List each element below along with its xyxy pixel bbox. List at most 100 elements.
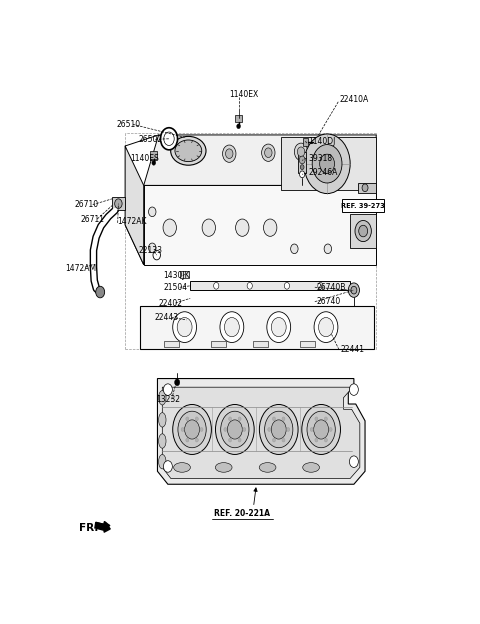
Circle shape [148,243,156,253]
Circle shape [262,144,275,162]
Bar [235,115,242,122]
Circle shape [247,283,252,289]
Text: 26510: 26510 [117,120,141,129]
Circle shape [282,417,285,421]
Text: 1430JK: 1430JK [163,271,190,280]
Circle shape [351,286,357,294]
Circle shape [349,384,359,396]
Polygon shape [144,185,376,265]
Circle shape [299,156,305,163]
Circle shape [173,404,211,454]
Ellipse shape [303,462,320,472]
Circle shape [164,132,174,145]
Circle shape [224,427,227,431]
Text: 26710: 26710 [74,200,98,209]
Circle shape [312,145,342,183]
Circle shape [236,219,249,236]
Circle shape [273,438,276,442]
Circle shape [200,427,203,431]
Circle shape [225,318,240,337]
Bar [164,341,179,347]
Circle shape [294,143,308,160]
Circle shape [273,417,276,421]
Text: 22402: 22402 [158,299,182,308]
Circle shape [304,134,350,193]
Text: 1472AK: 1472AK [118,217,147,226]
Ellipse shape [216,462,232,472]
Text: 22443: 22443 [155,313,179,322]
Circle shape [297,147,305,157]
Circle shape [284,283,289,289]
Circle shape [264,148,272,157]
Ellipse shape [158,391,166,405]
Circle shape [267,312,290,343]
Bar [150,151,157,159]
Circle shape [214,283,219,289]
Circle shape [228,417,231,421]
Circle shape [302,404,340,454]
Ellipse shape [158,434,166,448]
Circle shape [163,219,177,236]
Text: 21504: 21504 [163,283,188,292]
Circle shape [238,417,241,421]
Circle shape [307,411,335,448]
Polygon shape [112,197,125,210]
FancyBboxPatch shape [342,199,384,212]
Circle shape [177,318,192,337]
Polygon shape [190,281,350,290]
Circle shape [362,184,368,192]
Polygon shape [298,152,306,173]
Circle shape [153,250,160,260]
Polygon shape [140,306,374,349]
Circle shape [238,438,241,442]
Circle shape [96,286,105,298]
Text: 26740B: 26740B [317,283,346,292]
Circle shape [221,411,249,448]
Circle shape [310,427,313,431]
Circle shape [349,456,359,467]
Circle shape [268,427,271,431]
Circle shape [178,411,206,448]
Circle shape [314,420,329,439]
Circle shape [319,318,334,337]
Circle shape [348,283,360,298]
Text: 26711: 26711 [81,215,105,223]
Ellipse shape [171,137,206,165]
Circle shape [324,438,327,442]
Circle shape [195,417,198,421]
Circle shape [300,165,304,170]
Bar [253,341,268,347]
Polygon shape [350,214,376,248]
Text: FR.: FR. [79,523,99,533]
Text: 22441: 22441 [341,345,365,354]
Circle shape [300,171,305,178]
Text: 26502: 26502 [139,135,163,144]
Circle shape [163,461,172,472]
Circle shape [271,318,286,337]
Bar [302,138,309,147]
Circle shape [237,124,240,129]
Circle shape [287,427,290,431]
Text: 1140ES: 1140ES [131,154,159,163]
Polygon shape [144,135,376,185]
Circle shape [186,438,189,442]
Circle shape [314,312,338,343]
Polygon shape [162,387,360,479]
Circle shape [223,145,236,162]
Ellipse shape [158,454,166,469]
Ellipse shape [259,462,276,472]
Circle shape [264,411,293,448]
Circle shape [226,149,233,158]
Text: REF. 20-221A: REF. 20-221A [214,509,270,517]
Circle shape [185,420,200,439]
Ellipse shape [158,412,166,427]
Circle shape [228,438,231,442]
Text: 1140EX: 1140EX [229,90,259,99]
Text: 1140DJ: 1140DJ [309,137,336,146]
Circle shape [173,312,196,343]
Circle shape [315,417,318,421]
Circle shape [228,420,242,439]
Circle shape [220,312,244,343]
Bar [180,271,189,278]
Circle shape [148,207,156,217]
